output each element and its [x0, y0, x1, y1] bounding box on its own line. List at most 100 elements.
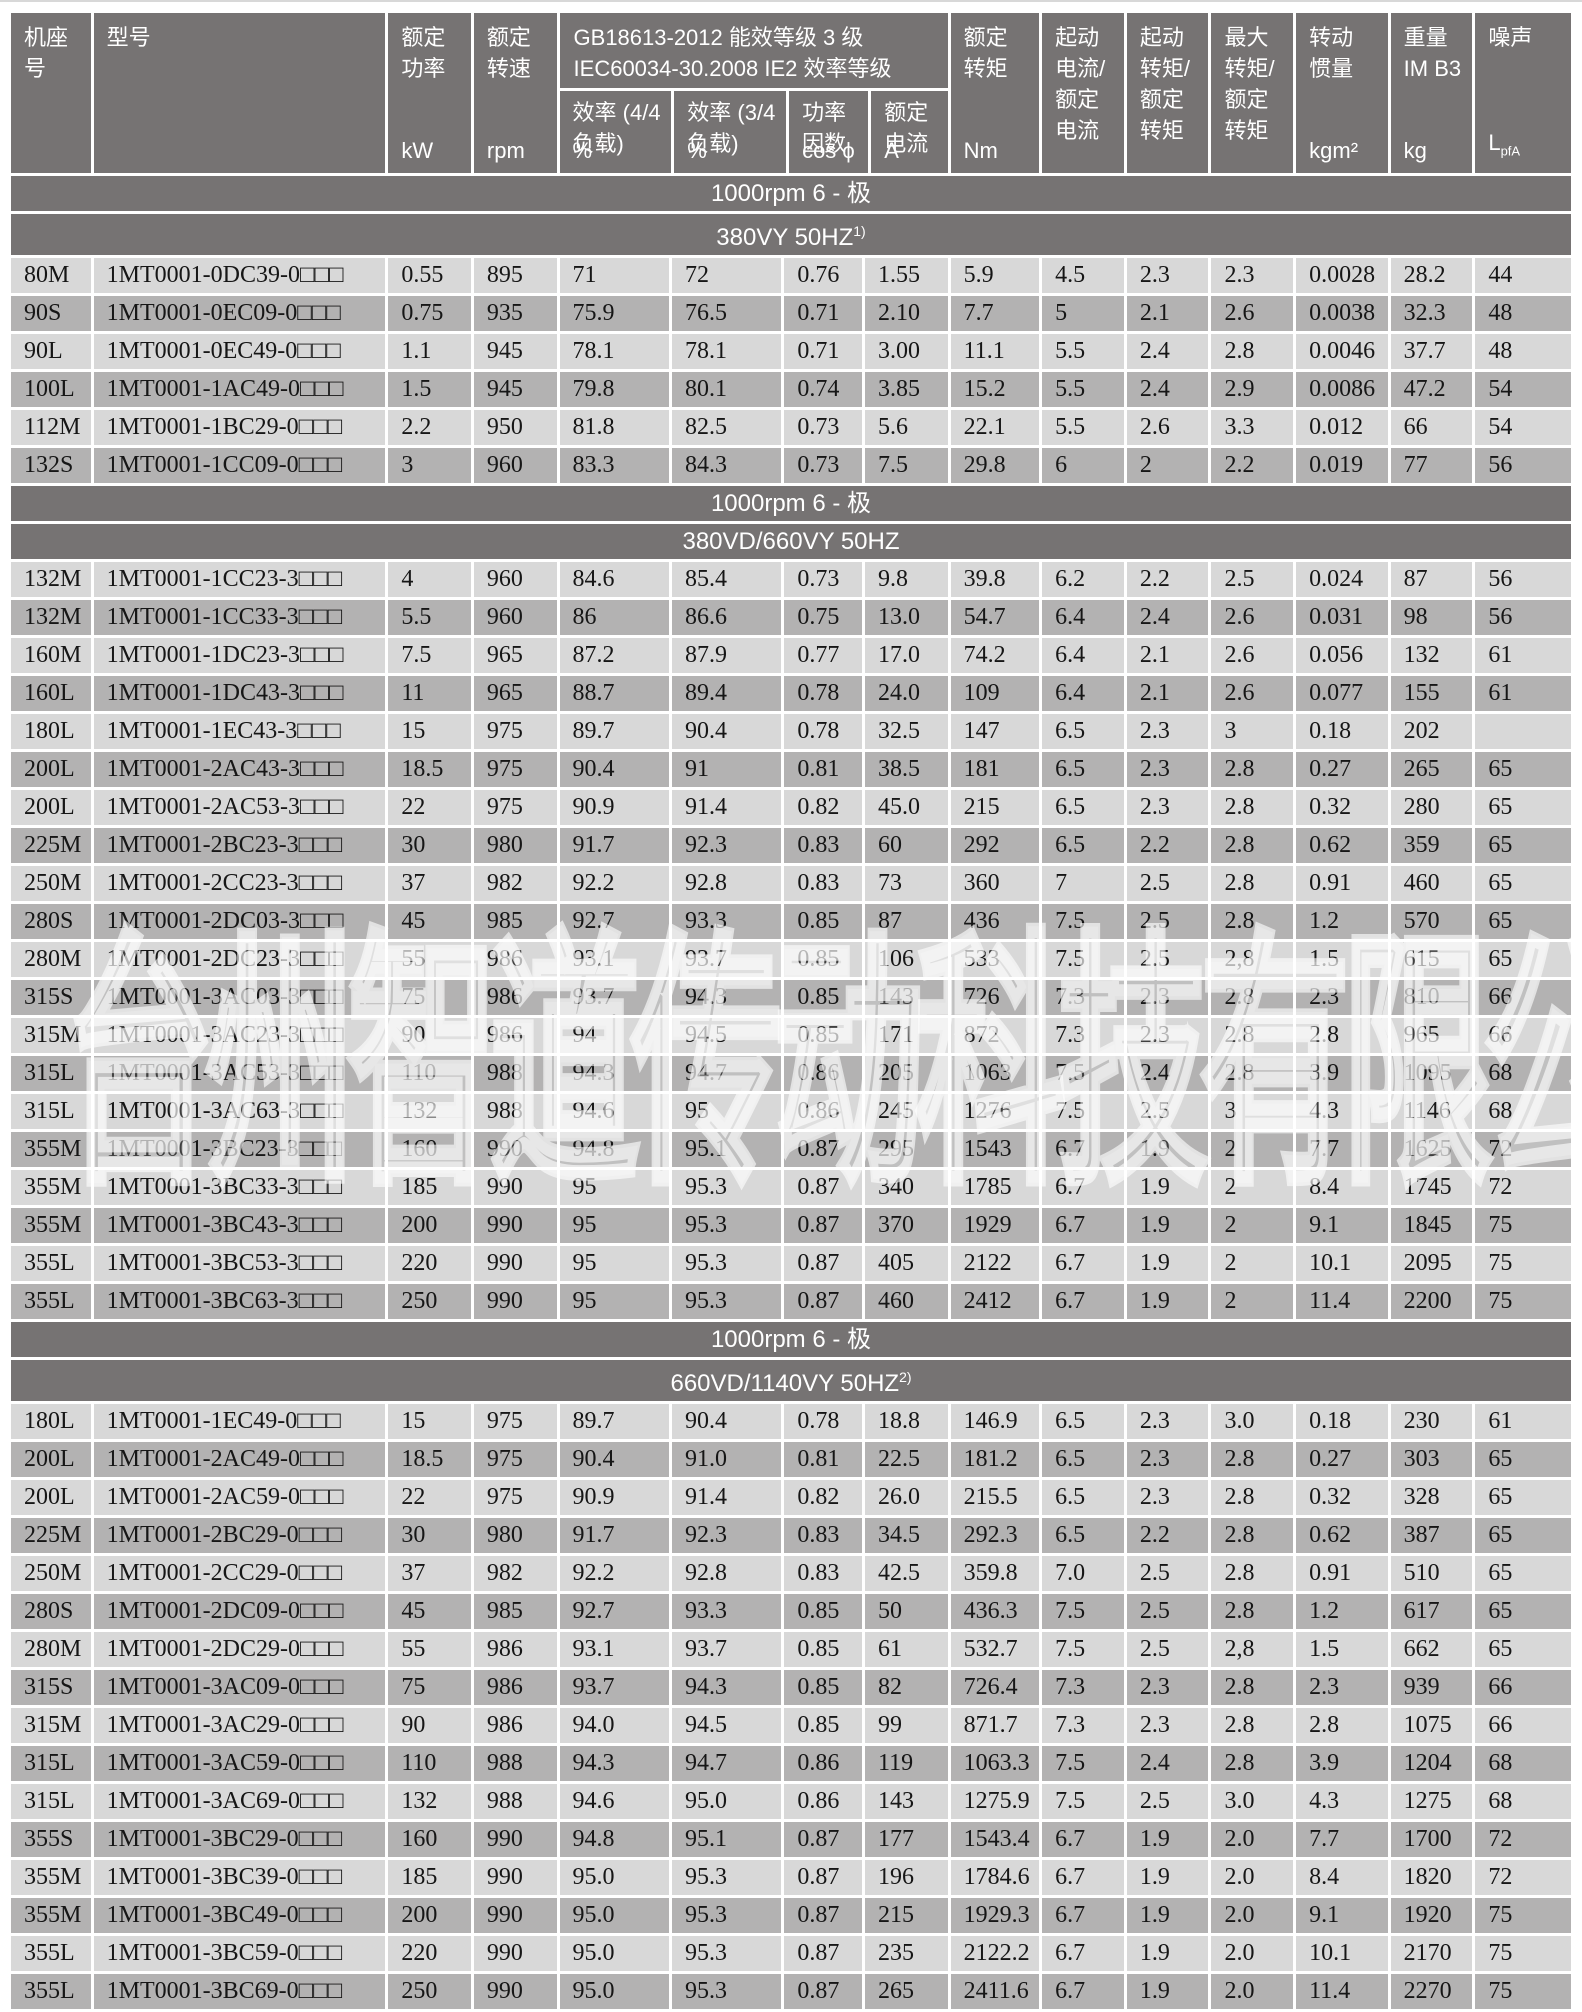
cell-noise: 65 — [1475, 1480, 1571, 1515]
cell-eff-34: 94.7 — [671, 1746, 782, 1781]
cell-frame: 80M — [11, 258, 91, 293]
cell-weight: 615 — [1390, 942, 1473, 977]
cell-inertia: 0.27 — [1296, 752, 1388, 787]
cell-power-factor: 0.85 — [784, 1018, 862, 1053]
cell-start-torque-ratio: 2.4 — [1126, 1746, 1209, 1781]
cell-start-current-ratio: 7.5 — [1042, 1056, 1124, 1091]
cell-weight: 1820 — [1390, 1860, 1473, 1895]
cell-start-current-ratio: 7.3 — [1042, 1670, 1124, 1705]
table-row: 355M 1MT0001-3BC23-3□□□ 160 990 94.8 95.1 0.87… — [11, 1132, 1571, 1167]
cell-current: 24.0 — [865, 676, 948, 711]
cell-start-current-ratio: 6.5 — [1042, 1518, 1124, 1553]
cell-noise: 48 — [1475, 334, 1571, 369]
cell-max-torque-ratio: 2.8 — [1211, 1018, 1294, 1053]
cell-start-current-ratio: 6.7 — [1042, 1822, 1124, 1857]
cell-inertia: 0.0086 — [1296, 372, 1388, 407]
cell-max-torque-ratio: 2 — [1211, 1208, 1294, 1243]
cell-max-torque-ratio: 2.3 — [1211, 258, 1294, 293]
cell-eff-34: 78.1 — [671, 334, 782, 369]
col-header-rated-speed: 额定 转速 rpm — [473, 13, 557, 173]
cell-inertia: 0.18 — [1296, 714, 1388, 749]
cell-eff-44: 89.7 — [559, 714, 669, 749]
cell-eff-34: 92.3 — [671, 1518, 782, 1553]
cell-eff-44: 83.3 — [559, 448, 669, 483]
cell-speed: 990 — [473, 1132, 557, 1167]
cell-max-torque-ratio: 2.8 — [1211, 866, 1294, 901]
cell-start-torque-ratio: 2.5 — [1126, 942, 1209, 977]
cell-start-current-ratio: 7.3 — [1042, 980, 1124, 1015]
cell-frame: 355L — [11, 1284, 91, 1319]
cell-eff-44: 89.7 — [559, 1404, 669, 1439]
cell-eff-34: 91.4 — [671, 790, 782, 825]
cell-power: 18.5 — [388, 1442, 471, 1477]
cell-speed: 986 — [473, 1018, 557, 1053]
cell-noise: 75 — [1475, 1936, 1571, 1971]
cell-eff-44: 84.6 — [559, 562, 669, 597]
cell-current: 13.0 — [865, 600, 948, 635]
cell-power-factor: 0.86 — [784, 1746, 862, 1781]
cell-current: 87 — [865, 904, 948, 939]
cell-inertia: 0.62 — [1296, 1518, 1388, 1553]
table-row: 355L 1MT0001-3BC63-3□□□ 250 990 95 95.3 0.87 46… — [11, 1284, 1571, 1319]
cell-noise: 54 — [1475, 410, 1571, 445]
cell-noise: 68 — [1475, 1746, 1571, 1781]
cell-noise: 75 — [1475, 1208, 1571, 1243]
cell-speed: 960 — [473, 600, 557, 635]
cell-speed: 988 — [473, 1746, 557, 1781]
cell-frame: 355M — [11, 1170, 91, 1205]
cell-power-factor: 0.83 — [784, 866, 862, 901]
cell-power-factor: 0.86 — [784, 1056, 862, 1091]
cell-power: 45 — [388, 904, 471, 939]
cell-start-current-ratio: 4.5 — [1042, 258, 1124, 293]
col-header-rated-current: 额定 电流 A — [868, 91, 947, 173]
cell-eff-44: 93.1 — [559, 942, 669, 977]
cell-power: 250 — [388, 1974, 471, 2009]
cell-power-factor: 0.85 — [784, 980, 862, 1015]
cell-current: 42.5 — [865, 1556, 948, 1591]
cell-speed: 975 — [473, 1480, 557, 1515]
cell-speed: 990 — [473, 1974, 557, 2009]
cell-eff-34: 95.3 — [671, 1208, 782, 1243]
table-row: 200L 1MT0001-2AC53-3□□□ 22 975 90.9 91.4 0.82 4… — [11, 790, 1571, 825]
cell-weight: 810 — [1390, 980, 1473, 1015]
cell-power-factor: 0.83 — [784, 1518, 862, 1553]
cell-power-factor: 0.87 — [784, 1936, 862, 1971]
cell-model: 1MT0001-2BC29-0□□□ — [93, 1518, 386, 1553]
cell-frame: 132M — [11, 600, 91, 635]
cell-max-torque-ratio: 2.0 — [1211, 1974, 1294, 2009]
cell-current: 61 — [865, 1632, 948, 1667]
cell-frame: 315S — [11, 1670, 91, 1705]
cell-weight: 1075 — [1390, 1708, 1473, 1743]
cell-weight: 32.3 — [1390, 296, 1473, 331]
cell-max-torque-ratio: 2.2 — [1211, 448, 1294, 483]
cell-inertia: 2.3 — [1296, 1670, 1388, 1705]
cell-frame: 280M — [11, 942, 91, 977]
cell-inertia: 2.8 — [1296, 1018, 1388, 1053]
cell-torque: 436.3 — [950, 1594, 1040, 1629]
cell-eff-44: 92.2 — [559, 1556, 669, 1591]
table-row: 315S 1MT0001-3AC03-3□□□ 75 986 93.7 94.3 0.85 1… — [11, 980, 1571, 1015]
cell-max-torque-ratio: 2.8 — [1211, 1480, 1294, 1515]
table-row: 355L 1MT0001-3BC59-0□□□ 220 990 95.0 95.3 0.87… — [11, 1936, 1571, 1971]
col-header-max-torque-ratio: 最大 转矩/额定 转矩 — [1211, 13, 1294, 173]
cell-eff-34: 86.6 — [671, 600, 782, 635]
cell-start-current-ratio: 6.7 — [1042, 1898, 1124, 1933]
cell-eff-34: 89.4 — [671, 676, 782, 711]
cell-current: 177 — [865, 1822, 948, 1857]
cell-start-torque-ratio: 1.9 — [1126, 1246, 1209, 1281]
cell-inertia: 0.077 — [1296, 676, 1388, 711]
table-row: 315M 1MT0001-3AC23-3□□□ 90 986 94 94.5 0.85 171… — [11, 1018, 1571, 1053]
cell-inertia: 10.1 — [1296, 1936, 1388, 1971]
cell-power: 22 — [388, 790, 471, 825]
cell-max-torque-ratio: 2.0 — [1211, 1860, 1294, 1895]
cell-start-torque-ratio: 2.2 — [1126, 562, 1209, 597]
cell-frame: 180L — [11, 714, 91, 749]
cell-model: 1MT0001-1EC43-3□□□ — [93, 714, 386, 749]
cell-eff-34: 95.3 — [671, 1246, 782, 1281]
cell-model: 1MT0001-2AC59-0□□□ — [93, 1480, 386, 1515]
cell-weight: 87 — [1390, 562, 1473, 597]
cell-inertia: 1.2 — [1296, 904, 1388, 939]
table-row: 315L 1MT0001-3AC63-3□□□ 132 988 94.6 95 0.86 24… — [11, 1094, 1571, 1129]
cell-speed: 988 — [473, 1056, 557, 1091]
cell-start-current-ratio: 7.5 — [1042, 904, 1124, 939]
